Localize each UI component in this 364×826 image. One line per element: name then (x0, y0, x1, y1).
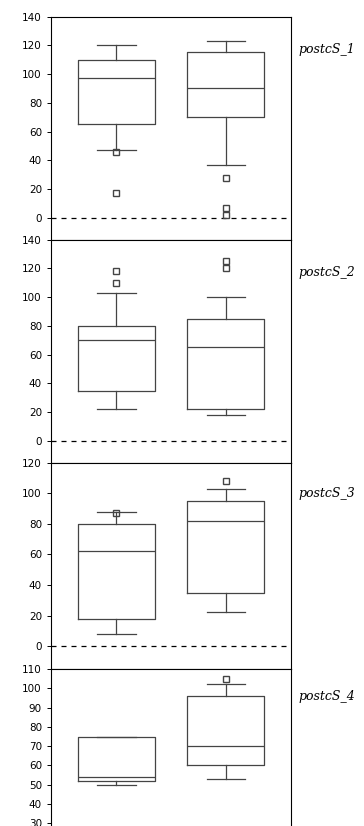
Text: postcS_3: postcS_3 (298, 487, 355, 501)
Text: postcS_2: postcS_2 (298, 266, 355, 279)
Text: postcS_1: postcS_1 (298, 43, 355, 56)
Text: postcS_4: postcS_4 (298, 690, 355, 703)
